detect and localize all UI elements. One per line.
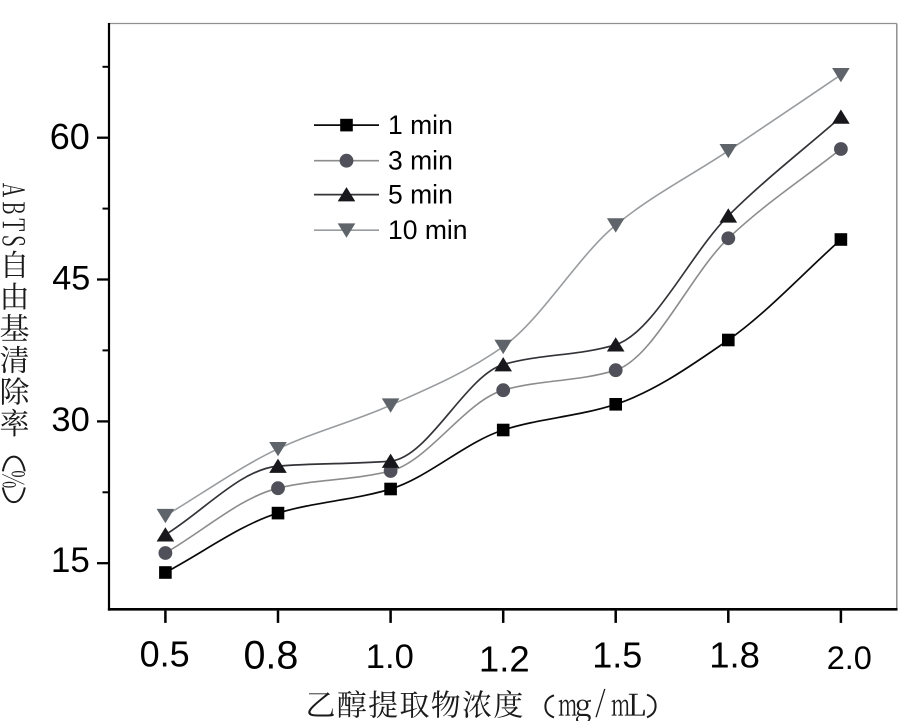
svg-text:3 min: 3 min xyxy=(388,146,453,176)
svg-text:15: 15 xyxy=(51,541,90,580)
svg-text:2.0: 2.0 xyxy=(827,640,872,676)
svg-text:1 min: 1 min xyxy=(388,110,453,140)
svg-text:1.2: 1.2 xyxy=(479,639,530,680)
svg-text:0.5: 0.5 xyxy=(140,634,190,675)
svg-text:0.8: 0.8 xyxy=(243,634,298,678)
svg-text:60: 60 xyxy=(50,116,90,157)
svg-text:1.0: 1.0 xyxy=(366,638,414,676)
svg-text:10 min: 10 min xyxy=(388,215,468,245)
svg-text:45: 45 xyxy=(52,260,90,298)
svg-text:5 min: 5 min xyxy=(388,180,453,210)
svg-text:1.8: 1.8 xyxy=(709,634,760,675)
svg-text:1.5: 1.5 xyxy=(592,635,642,676)
svg-text:30: 30 xyxy=(51,401,89,439)
